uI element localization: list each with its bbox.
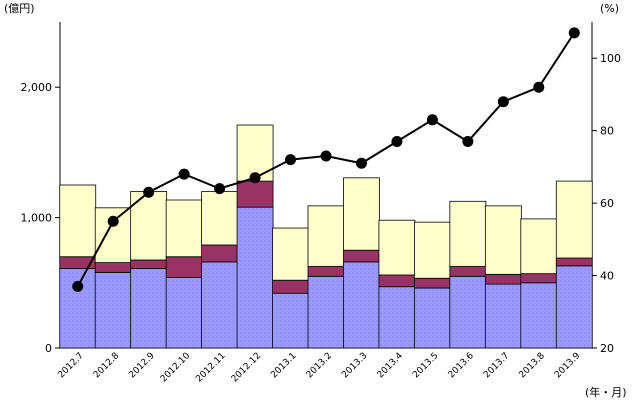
- bar-segment-3: [520, 218, 558, 275]
- bar-segment-3: [413, 221, 451, 279]
- bar-segment-3: [484, 205, 522, 275]
- bar-segment-2: [307, 266, 345, 277]
- bar-segment-2: [520, 273, 558, 284]
- line-percent-point: [426, 114, 438, 126]
- x-axis-tick-label: 2012.10: [159, 351, 193, 385]
- bar-segment-2: [94, 262, 132, 273]
- bar-segment-1: [413, 287, 451, 349]
- bar-segment-1: [94, 271, 132, 349]
- x-axis-tick-label: 2013.6: [447, 351, 477, 381]
- bar-segment-3: [378, 219, 416, 276]
- line-percent-point: [462, 136, 474, 148]
- bar-segment-3: [272, 227, 309, 281]
- right-axis-tick-label: 40: [600, 270, 614, 283]
- right-axis-unit: (%): [600, 2, 619, 15]
- line-percent-point: [568, 27, 580, 39]
- bar-segment-1: [520, 282, 558, 349]
- bar-segment-2: [236, 180, 274, 208]
- bar-segment-3: [343, 177, 380, 251]
- x-axis-tick-label: 2013.1: [269, 351, 298, 380]
- bar-segment-3: [555, 180, 593, 259]
- right-axis-tick-label: 60: [600, 197, 614, 210]
- left-axis-unit: (億円): [4, 2, 35, 15]
- bar-segment-1: [236, 206, 274, 349]
- line-percent-point: [214, 183, 226, 195]
- left-axis-tick-label: 1,000: [21, 212, 53, 225]
- bar-segment-2: [272, 279, 309, 294]
- bar-segment-1: [165, 277, 203, 349]
- x-axis-tick-label: 2013.7: [482, 351, 511, 380]
- line-percent-point: [497, 96, 509, 108]
- bar-segment-1: [378, 286, 416, 349]
- bar-segment-2: [484, 273, 522, 285]
- x-axis-tick-label: 2012.8: [92, 351, 122, 381]
- bar-segment-1: [484, 283, 522, 349]
- right-axis-tick-label: 80: [600, 125, 614, 138]
- line-percent-point: [355, 157, 367, 169]
- bar-segment-1: [343, 261, 380, 349]
- x-axis-tick-label: 2013.4: [376, 351, 406, 381]
- bar-segment-2: [165, 256, 203, 278]
- right-axis-tick-label: 20: [600, 342, 614, 355]
- x-axis-tick-label: 2013.8: [518, 351, 548, 381]
- bar-segment-2: [130, 259, 168, 269]
- x-axis-tick-label: 2012.9: [127, 351, 157, 381]
- bar-segment-1: [555, 265, 593, 349]
- bar-segment-2: [378, 274, 416, 288]
- line-percent-point: [72, 280, 84, 292]
- x-axis-tick-label: 2013.5: [411, 351, 440, 380]
- bar-segment-2: [343, 249, 380, 263]
- line-percent-point: [391, 136, 403, 148]
- x-axis-tick-label: 2013.9: [553, 351, 583, 381]
- bar-segment-3: [165, 199, 203, 258]
- x-axis-unit: (年・月): [585, 385, 627, 399]
- bar-segment-1: [307, 275, 345, 349]
- left-axis-tick-label: 0: [45, 342, 52, 355]
- line-percent-point: [533, 81, 545, 93]
- line-percent-point: [107, 215, 119, 227]
- line-percent-point: [143, 186, 155, 198]
- bar-segment-3: [307, 205, 345, 267]
- right-axis-tick-label: 100: [600, 52, 621, 65]
- left-axis-tick-label: 2,000: [21, 81, 53, 94]
- bar-segment-2: [201, 244, 239, 263]
- x-axis-tick-label: 2012.11: [194, 351, 227, 384]
- bar-segment-3: [130, 191, 168, 261]
- bar-segment-2: [449, 266, 487, 277]
- line-percent-point: [285, 154, 297, 166]
- bar-segment-1: [130, 268, 168, 349]
- x-axis-tick-label: 2012.7: [57, 351, 86, 380]
- bar-segment-3: [449, 200, 487, 267]
- bar-segment-1: [201, 261, 239, 349]
- line-percent-point: [178, 168, 190, 180]
- x-axis-tick-label: 2013.3: [340, 351, 369, 380]
- bar-segment-2: [555, 257, 593, 267]
- bar-segment-2: [413, 277, 451, 289]
- bar-segment-3: [59, 184, 97, 258]
- line-percent-point: [320, 150, 332, 162]
- x-axis-tick-label: 2012.12: [230, 351, 263, 384]
- line-percent-point: [249, 172, 261, 184]
- bar-segment-1: [449, 275, 487, 349]
- x-axis-tick-label: 2013.2: [305, 351, 334, 380]
- bar-segment-3: [201, 191, 239, 246]
- bar-segment-1: [272, 292, 309, 349]
- bar-segment-1: [59, 268, 97, 349]
